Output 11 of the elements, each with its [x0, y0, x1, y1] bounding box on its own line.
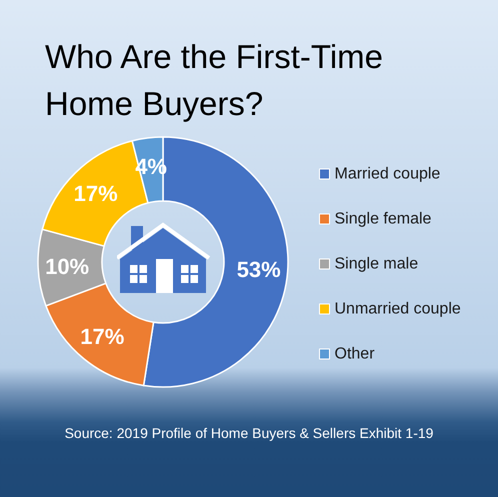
source-note: Source: 2019 Profile of Home Buyers & Sellers Exhibit 1-19	[64, 425, 434, 441]
data-label: 17%	[80, 324, 124, 349]
chart-title: Who Are the First-Time Home Buyers?	[45, 38, 392, 122]
legend-label: Single male	[334, 256, 418, 272]
legend-label: Other	[334, 346, 376, 362]
data-label: 53%	[236, 256, 281, 282]
legend-label: Unmarried couple	[334, 300, 461, 318]
data-label: 17%	[74, 181, 118, 206]
legend-label: Married couple	[334, 166, 440, 182]
data-label: 10%	[45, 254, 90, 279]
legend-label: Single female	[334, 210, 432, 228]
